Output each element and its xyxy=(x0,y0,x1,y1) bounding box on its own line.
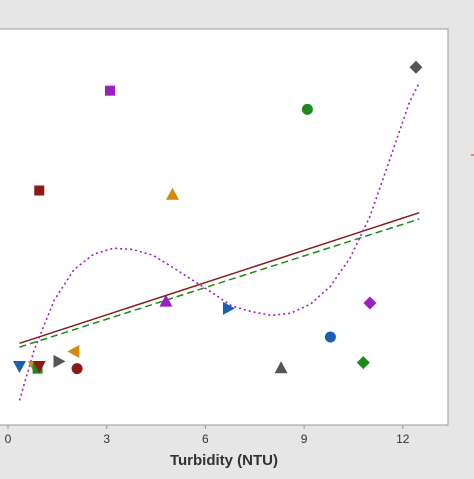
data-point-triangle-right xyxy=(53,354,66,368)
data-point-diamond xyxy=(363,296,377,310)
x-tick-label: 3 xyxy=(103,432,110,446)
data-point-circle xyxy=(301,103,313,115)
data-point-triangle-up xyxy=(274,361,288,374)
data-point-square xyxy=(34,185,45,196)
cubic-fit-line xyxy=(18,82,421,401)
data-point-triangle-down xyxy=(13,360,27,373)
data-point-triangle-right xyxy=(222,301,235,315)
x-tick-label: 6 xyxy=(202,432,209,446)
data-point-triangle-left xyxy=(67,345,80,359)
x-tick-label: 0 xyxy=(5,432,12,446)
data-points-layer xyxy=(13,60,423,375)
linear-fit-line xyxy=(19,211,420,345)
data-point-triangle-up xyxy=(159,294,173,307)
x-tick-label: 12 xyxy=(396,432,410,446)
fit-lines-layer xyxy=(18,82,421,401)
x-axis-label: Turbidity (NTU) xyxy=(170,452,278,469)
x-tick-label: 9 xyxy=(301,432,308,446)
linear-fit-line xyxy=(19,218,420,348)
data-point-diamond xyxy=(409,60,423,74)
data-point-square xyxy=(104,85,115,96)
plot-area xyxy=(0,28,449,426)
data-point-circle xyxy=(71,363,83,375)
data-point-circle xyxy=(324,331,336,343)
data-point-triangle-up xyxy=(166,187,180,200)
data-point-triangle-down xyxy=(32,360,46,373)
x-ticks-layer: 0 3 6 9 12 xyxy=(5,425,410,446)
data-point-diamond xyxy=(356,356,370,370)
